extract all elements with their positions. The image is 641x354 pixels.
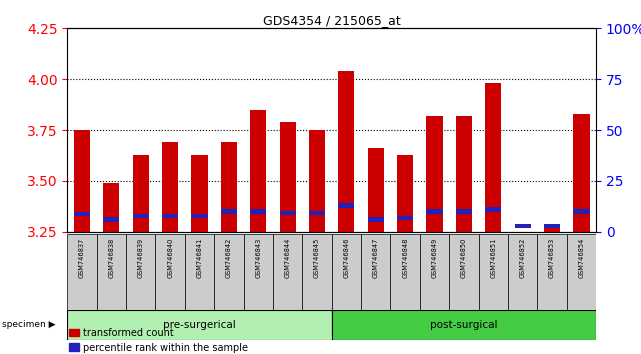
FancyBboxPatch shape [479,234,508,310]
Bar [485,83,501,232]
Bar [250,110,267,232]
Text: GSM746842: GSM746842 [226,238,232,278]
Text: post-surgical: post-surgical [430,320,497,330]
FancyBboxPatch shape [332,234,361,310]
FancyBboxPatch shape [449,234,479,310]
Text: GSM746845: GSM746845 [314,238,320,278]
Text: GSM746843: GSM746843 [255,238,262,278]
Title: GDS4354 / 215065_at: GDS4354 / 215065_at [263,14,401,27]
FancyBboxPatch shape [214,234,244,310]
Text: specimen ▶: specimen ▶ [2,320,55,330]
Bar [456,116,472,232]
Text: GSM746838: GSM746838 [108,238,114,278]
Text: GSM746841: GSM746841 [197,238,203,278]
Bar [74,130,90,232]
Text: GSM746848: GSM746848 [402,238,408,278]
Bar [221,209,237,213]
Text: GSM746852: GSM746852 [520,238,526,278]
Bar [103,183,119,232]
Text: GSM746854: GSM746854 [578,238,585,278]
Bar [397,155,413,232]
Bar [74,212,90,216]
FancyBboxPatch shape [97,234,126,310]
Bar [162,213,178,218]
FancyBboxPatch shape [244,234,273,310]
Bar [309,211,325,215]
Text: GSM746839: GSM746839 [138,238,144,278]
Text: GSM746851: GSM746851 [490,238,496,278]
Legend: transformed count, percentile rank within the sample: transformed count, percentile rank withi… [69,328,247,353]
Bar [221,142,237,232]
FancyBboxPatch shape [508,234,537,310]
Bar [515,224,531,228]
Text: pre-surgerical: pre-surgerical [163,320,236,330]
Bar [162,142,178,232]
Bar [368,148,384,232]
FancyBboxPatch shape [303,234,332,310]
Bar [133,155,149,232]
FancyBboxPatch shape [332,310,596,340]
FancyBboxPatch shape [390,234,420,310]
Bar [192,155,208,232]
Text: GSM746837: GSM746837 [79,238,85,278]
FancyBboxPatch shape [361,234,390,310]
Text: GSM746840: GSM746840 [167,238,173,278]
Bar [573,209,590,213]
Bar [133,213,149,218]
Bar [368,217,384,222]
Bar [279,122,296,232]
FancyBboxPatch shape [185,234,214,310]
Text: GSM746853: GSM746853 [549,238,555,278]
Bar [103,217,119,222]
Bar [338,71,354,232]
FancyBboxPatch shape [537,234,567,310]
Bar [309,130,325,232]
Bar [338,204,354,208]
Bar [485,207,501,212]
Bar [544,224,560,228]
FancyBboxPatch shape [155,234,185,310]
Bar [544,228,560,232]
Text: GSM746846: GSM746846 [344,238,349,278]
FancyBboxPatch shape [420,234,449,310]
FancyBboxPatch shape [126,234,155,310]
Bar [397,216,413,220]
Bar [192,213,208,218]
Bar [573,114,590,232]
Bar [250,209,267,213]
Text: GSM746847: GSM746847 [373,238,379,278]
FancyBboxPatch shape [273,234,303,310]
FancyBboxPatch shape [67,310,332,340]
Bar [279,211,296,215]
Text: GSM746844: GSM746844 [285,238,290,278]
Bar [426,116,443,232]
FancyBboxPatch shape [567,234,596,310]
Bar [426,209,443,213]
Text: GSM746849: GSM746849 [431,238,438,278]
Text: GSM746850: GSM746850 [461,238,467,278]
Bar [456,209,472,213]
FancyBboxPatch shape [67,234,97,310]
